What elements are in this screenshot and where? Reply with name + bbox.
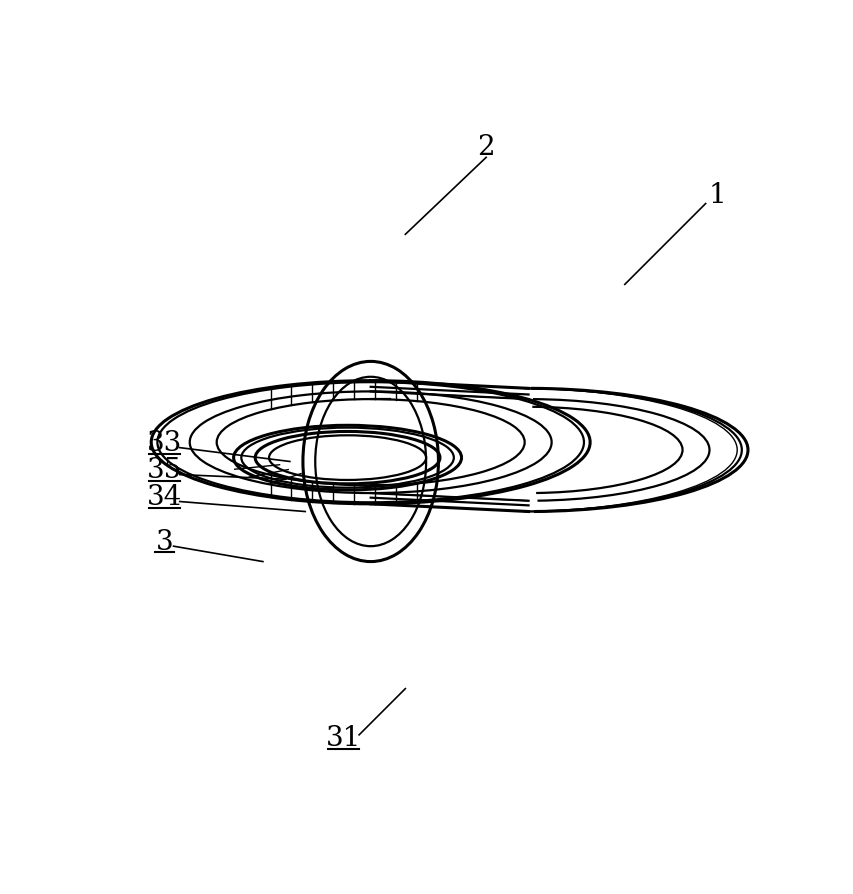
Text: 2: 2: [477, 134, 495, 161]
Text: 33: 33: [147, 430, 182, 457]
Text: 35: 35: [147, 457, 182, 485]
Text: 1: 1: [707, 182, 725, 209]
Text: 31: 31: [326, 725, 361, 752]
Text: 34: 34: [147, 485, 182, 511]
Text: 3: 3: [155, 529, 173, 556]
